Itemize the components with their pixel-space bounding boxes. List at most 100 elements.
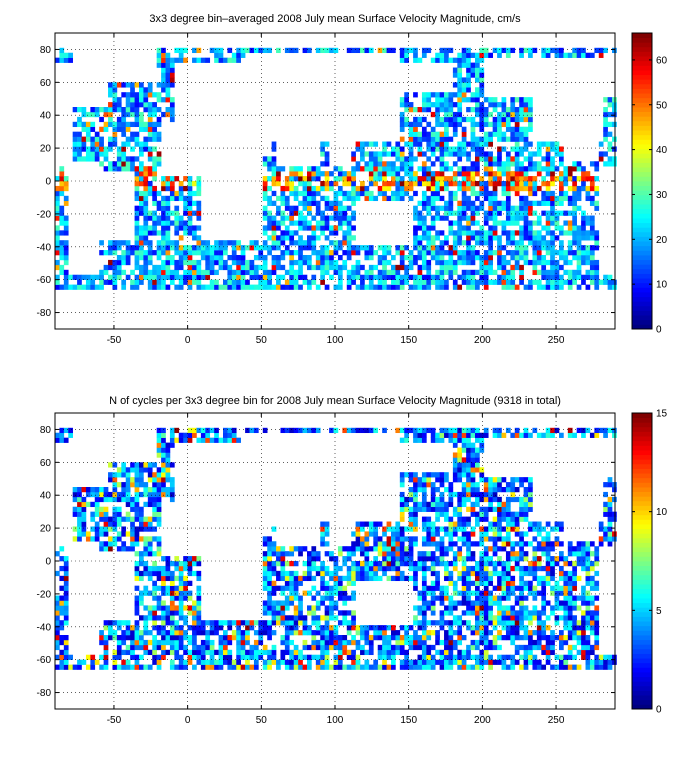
heatmap-cell <box>612 107 617 113</box>
heatmap-cell <box>183 47 188 54</box>
heatmap-cell <box>161 462 166 468</box>
heatmap-cell <box>417 141 423 147</box>
heatmap-cell <box>475 136 480 142</box>
heatmap-cell <box>174 575 180 582</box>
heatmap-cell <box>430 521 436 527</box>
heatmap-cell <box>240 620 246 626</box>
heatmap-cell <box>461 457 467 463</box>
heatmap-cell <box>134 92 140 98</box>
heatmap-cell <box>510 102 516 108</box>
heatmap-cell <box>475 284 480 290</box>
heatmap-cell <box>337 546 343 552</box>
heatmap-cell <box>408 185 414 192</box>
heatmap-cell <box>364 151 370 157</box>
colorbar-segment <box>632 83 652 89</box>
heatmap-cell <box>519 97 524 103</box>
heatmap-cell <box>236 279 241 285</box>
heatmap-cell <box>404 274 409 280</box>
heatmap-cell <box>475 77 480 83</box>
heatmap-cell <box>307 664 312 670</box>
heatmap-cell <box>329 639 334 646</box>
heatmap-cell <box>329 635 334 641</box>
heatmap-cell <box>594 200 600 206</box>
heatmap-cell <box>514 250 520 256</box>
heatmap-cell <box>240 664 246 670</box>
heatmap-cell <box>501 590 507 596</box>
heatmap-cell <box>492 195 498 202</box>
heatmap-cell <box>532 176 538 182</box>
heatmap-cell <box>337 620 343 626</box>
heatmap-cell <box>523 136 529 142</box>
heatmap-cell <box>475 575 480 582</box>
heatmap-cell <box>200 432 206 438</box>
heatmap-cell <box>439 274 445 280</box>
heatmap-cell <box>360 245 365 251</box>
heatmap-cell <box>355 630 361 636</box>
heatmap-cell <box>346 625 352 631</box>
heatmap-cell <box>169 649 175 656</box>
heatmap-cell <box>342 600 348 606</box>
heatmap-cell <box>147 245 153 251</box>
heatmap-cell <box>417 659 423 665</box>
heatmap-cell <box>90 126 96 132</box>
heatmap-cell <box>368 47 374 54</box>
heatmap-cell <box>497 654 502 660</box>
heatmap-cell <box>536 220 542 226</box>
heatmap-cell <box>280 427 286 434</box>
heatmap-cell <box>421 102 427 108</box>
heatmap-cell <box>391 541 396 547</box>
heatmap-cell <box>298 595 303 601</box>
heatmap-cell <box>404 575 409 582</box>
heatmap-cell <box>386 556 392 562</box>
heatmap-cell <box>523 181 529 187</box>
heatmap-cell <box>152 615 157 621</box>
heatmap-cell <box>205 245 211 251</box>
heatmap-cell <box>147 151 153 157</box>
heatmap-cell <box>594 274 600 280</box>
heatmap-cell <box>581 274 586 280</box>
heatmap-cell <box>289 240 295 246</box>
heatmap-cell <box>324 570 330 577</box>
heatmap-cell <box>399 121 405 128</box>
heatmap-cell <box>72 131 78 137</box>
heatmap-cell <box>368 166 374 172</box>
heatmap-cell <box>461 649 467 656</box>
heatmap-cell <box>430 659 436 665</box>
heatmap-cell <box>139 151 144 157</box>
heatmap-cell <box>479 600 485 606</box>
heatmap-cell <box>417 210 423 216</box>
heatmap-cell <box>134 279 140 285</box>
heatmap-cell <box>276 240 281 246</box>
heatmap-cell <box>262 176 268 182</box>
heatmap-cell <box>351 615 356 621</box>
heatmap-cell <box>320 570 325 577</box>
heatmap-cell <box>492 220 498 226</box>
colorbar-segment <box>632 125 652 131</box>
heatmap-cell <box>351 166 356 172</box>
heatmap-cell <box>559 264 564 271</box>
heatmap-cell <box>125 516 131 522</box>
heatmap-cell <box>351 580 356 586</box>
heatmap-cell <box>488 259 493 266</box>
heatmap-cell <box>307 659 312 665</box>
heatmap-cell <box>355 284 361 290</box>
heatmap-cell <box>501 620 507 626</box>
heatmap-cell <box>510 220 516 226</box>
heatmap-cell <box>125 161 131 167</box>
heatmap-cell <box>470 166 476 172</box>
heatmap-cell <box>475 235 480 241</box>
heatmap-cell <box>413 136 418 142</box>
heatmap-cell <box>196 259 202 266</box>
heatmap-cell <box>271 235 277 241</box>
heatmap-cell <box>413 516 418 522</box>
heatmap-cell <box>386 625 392 631</box>
heatmap-cell <box>103 156 109 162</box>
heatmap-cell <box>519 250 524 256</box>
heatmap-cell <box>59 585 65 591</box>
heatmap-cell <box>377 151 383 157</box>
heatmap-cell <box>196 279 202 285</box>
heatmap-cell <box>130 644 135 651</box>
heatmap-cell <box>377 630 383 636</box>
heatmap-cell <box>466 654 471 660</box>
heatmap-cell <box>59 605 65 611</box>
